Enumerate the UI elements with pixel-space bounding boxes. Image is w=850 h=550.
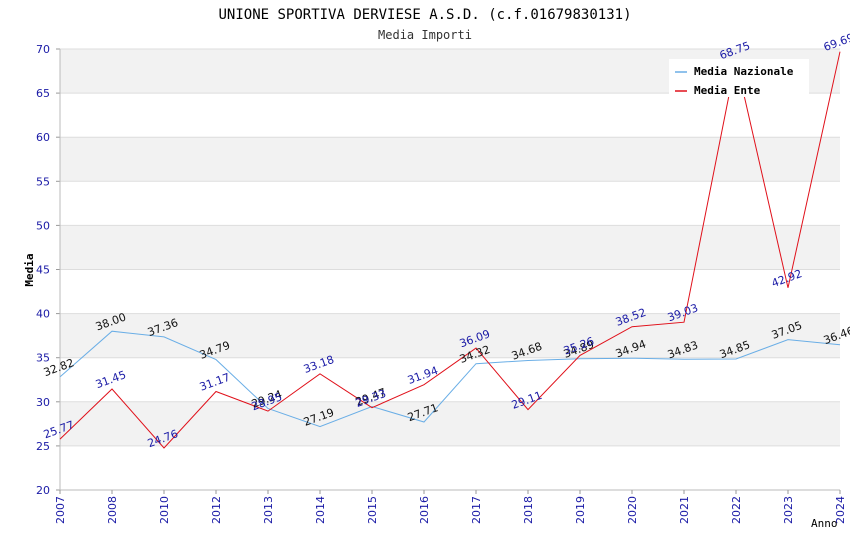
series-line-media-nazionale [59, 330, 841, 428]
grid-band [60, 137, 840, 182]
y-tick-label: 30 [36, 396, 50, 409]
y-tick-label: 35 [36, 352, 50, 365]
x-tick-label: 2020 [626, 496, 639, 524]
x-tick-label: 2015 [366, 496, 379, 524]
x-tick-label: 2010 [158, 496, 171, 524]
x-tick-label: 2023 [782, 496, 795, 524]
x-tick-label: 2018 [522, 496, 535, 524]
x-tick-label: 2013 [262, 496, 275, 524]
y-tick-label: 70 [36, 43, 50, 56]
grid-band [60, 225, 840, 270]
y-tick-label: 55 [36, 175, 50, 188]
y-tick-label: 50 [36, 219, 50, 232]
x-axis-label: Anno [811, 517, 838, 530]
y-tick-label: 25 [36, 440, 50, 453]
series-lines [59, 51, 841, 449]
axes [59, 49, 841, 494]
x-axis-ticks: 2007 2008 2010 2012 2013 2014 2015 2016 2017 2018… [54, 496, 847, 524]
chart-subtitle: Media Importi [378, 28, 472, 42]
y-axis-label: Media [23, 253, 36, 286]
legend-label-media-ente: Media Ente [694, 84, 761, 97]
x-tick-label: 2016 [418, 496, 431, 524]
data-label: 31.94 [406, 364, 440, 387]
data-label: 31.17 [198, 371, 232, 394]
x-tick-label: 2024 [834, 496, 847, 524]
x-tick-label: 2022 [730, 496, 743, 524]
x-tick-label: 2014 [314, 496, 327, 524]
y-tick-label: 20 [36, 484, 50, 497]
legend: Media Nazionale Media Ente [669, 59, 809, 97]
y-tick-label: 65 [36, 87, 50, 100]
legend-box [669, 59, 809, 97]
x-tick-label: 2019 [574, 496, 587, 524]
legend-label-media-nazionale: Media Nazionale [694, 65, 794, 78]
data-label: 42.92 [770, 267, 804, 290]
x-tick-label: 2007 [54, 496, 67, 524]
y-axis-ticks: 20 25 30 35 40 45 50 55 60 65 70 [36, 43, 50, 497]
chart-title: UNIONE SPORTIVA DERVIESE A.S.D. (c.f.016… [218, 7, 631, 23]
grid-band [60, 401, 840, 446]
plot-background [60, 49, 840, 446]
y-tick-label: 60 [36, 131, 50, 144]
y-tick-label: 40 [36, 308, 50, 321]
x-tick-label: 2008 [106, 496, 119, 524]
x-tick-label: 2012 [210, 496, 223, 524]
x-tick-label: 2017 [470, 496, 483, 524]
x-tick-label: 2021 [678, 496, 691, 524]
y-tick-label: 45 [36, 264, 50, 277]
grid-band [60, 313, 840, 358]
series-line-media-ente [59, 51, 841, 449]
data-label: 31.45 [94, 368, 128, 391]
